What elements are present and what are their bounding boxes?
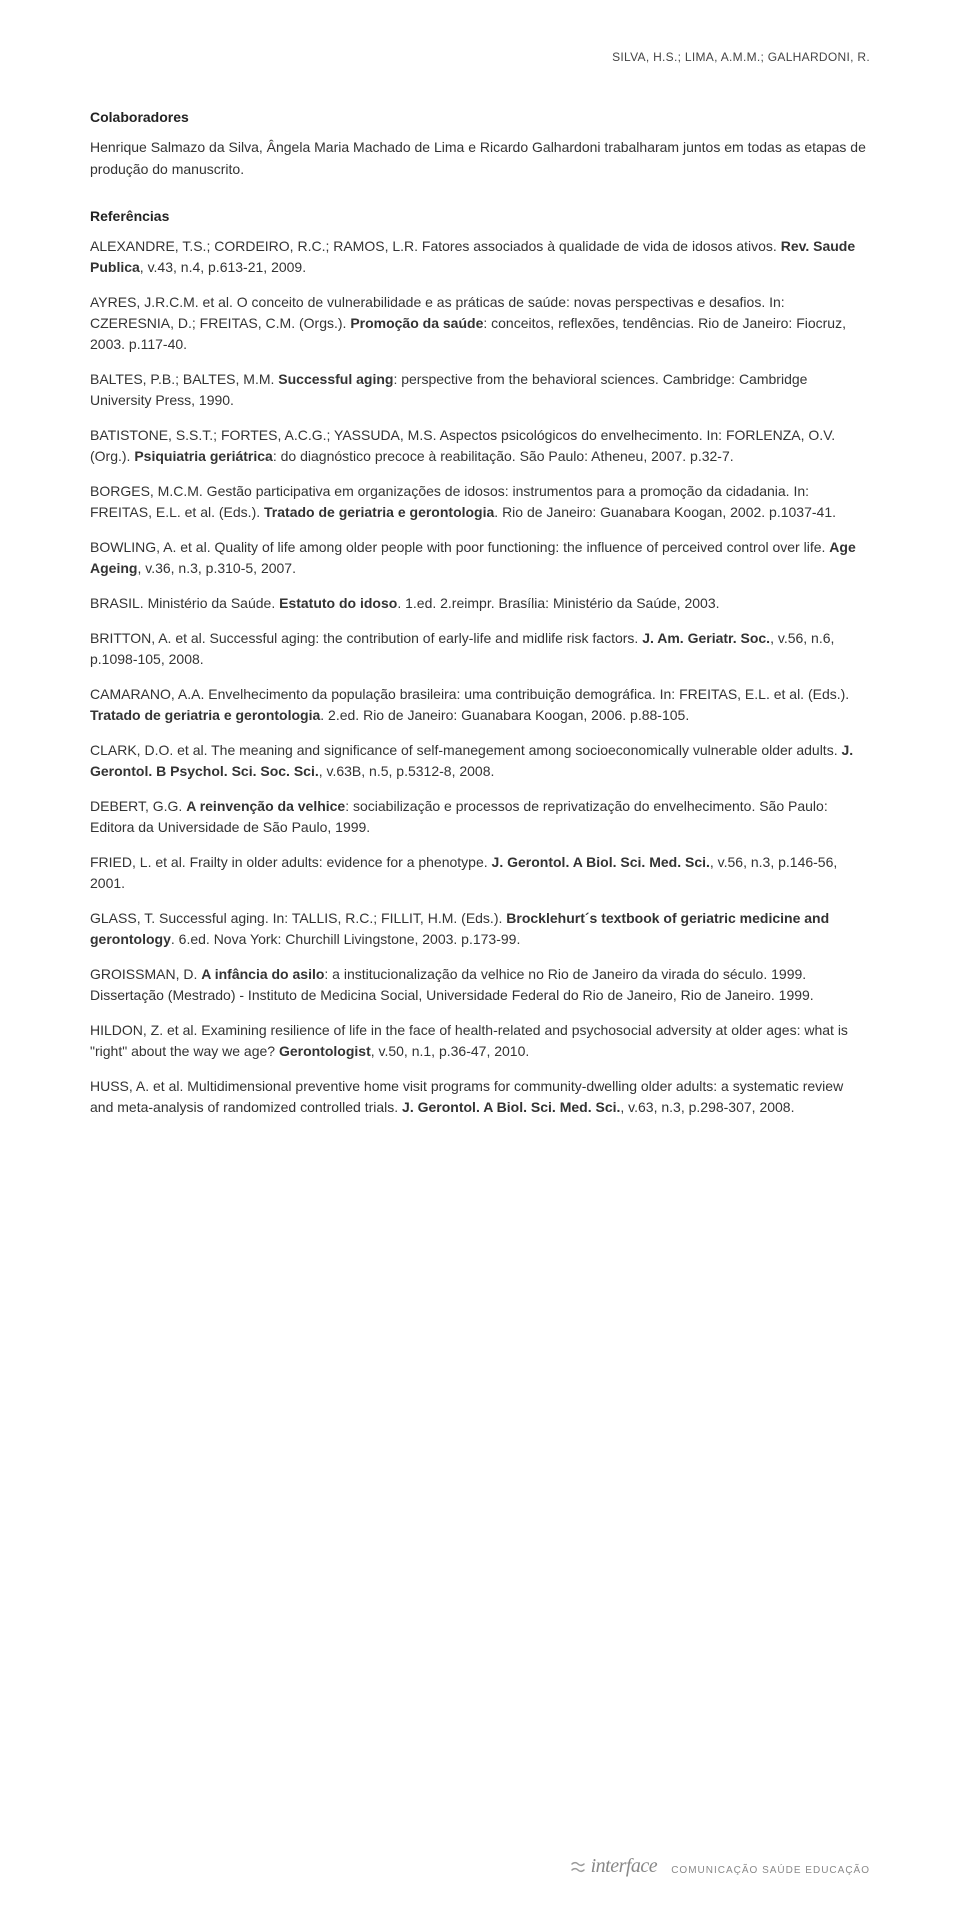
running-header: SILVA, H.S.; LIMA, A.M.M.; GALHARDONI, R… [90,50,870,64]
reference-item: GLASS, T. Successful aging. In: TALLIS, … [90,908,870,950]
reference-pre: BRASIL. Ministério da Saúde. [90,595,279,611]
footer-tagline: COMUNICAÇÃO SAÚDE EDUCAÇÃO [671,1865,870,1876]
reference-title: A reinvenção da velhice [186,798,345,814]
page-footer: interface COMUNICAÇÃO SAÚDE EDUCAÇÃO [569,1855,870,1878]
reference-pre: FRIED, L. et al. Frailty in older adults… [90,854,492,870]
reference-post: , v.63B, n.5, p.5312-8, 2008. [319,763,495,779]
reference-pre: GROISSMAN, D. [90,966,201,982]
reference-title: J. Gerontol. A Biol. Sci. Med. Sci. [402,1099,620,1115]
reference-pre: DEBERT, G.G. [90,798,186,814]
reference-post: : do diagnóstico precoce à reabilitação.… [273,448,734,464]
reference-title: Gerontologist [279,1043,371,1059]
reference-item: HILDON, Z. et al. Examining resilience o… [90,1020,870,1062]
reference-pre: CLARK, D.O. et al. The meaning and signi… [90,742,841,758]
references-heading: Referências [90,208,870,224]
reference-pre: BALTES, P.B.; BALTES, M.M. [90,371,278,387]
reference-pre: BOWLING, A. et al. Quality of life among… [90,539,829,555]
reference-item: AYRES, J.R.C.M. et al. O conceito de vul… [90,292,870,355]
reference-pre: CAMARANO, A.A. Envelhecimento da populaç… [90,686,849,702]
reference-item: BATISTONE, S.S.T.; FORTES, A.C.G.; YASSU… [90,425,870,467]
reference-item: CAMARANO, A.A. Envelhecimento da populaç… [90,684,870,726]
reference-title: Estatuto do idoso [279,595,397,611]
footer-brand-text: interface [591,1855,658,1878]
reference-post: , v.50, n.1, p.36-47, 2010. [371,1043,530,1059]
reference-item: HUSS, A. et al. Multidimensional prevent… [90,1076,870,1118]
collaborators-heading: Colaboradores [90,109,870,125]
interface-logo-icon [569,1858,587,1876]
reference-title: Successful aging [278,371,393,387]
reference-post: . 1.ed. 2.reimpr. Brasília: Ministério d… [397,595,719,611]
reference-pre: GLASS, T. Successful aging. In: TALLIS, … [90,910,506,926]
reference-post: . Rio de Janeiro: Guanabara Koogan, 2002… [494,504,836,520]
collaborators-text: Henrique Salmazo da Silva, Ângela Maria … [90,137,870,180]
reference-post: , v.43, n.4, p.613-21, 2009. [140,259,306,275]
reference-pre: BRITTON, A. et al. Successful aging: the… [90,630,642,646]
reference-item: BRASIL. Ministério da Saúde. Estatuto do… [90,593,870,614]
reference-item: GROISSMAN, D. A infância do asilo: a ins… [90,964,870,1006]
reference-title: A infância do asilo [201,966,324,982]
reference-item: BOWLING, A. et al. Quality of life among… [90,537,870,579]
reference-title: Tratado de geriatria e gerontologia [264,504,494,520]
reference-item: BALTES, P.B.; BALTES, M.M. Successful ag… [90,369,870,411]
reference-pre: ALEXANDRE, T.S.; CORDEIRO, R.C.; RAMOS, … [90,238,781,254]
reference-item: ALEXANDRE, T.S.; CORDEIRO, R.C.; RAMOS, … [90,236,870,278]
reference-title: Promoção da saúde [350,315,483,331]
reference-post: . 6.ed. Nova York: Churchill Livingstone… [171,931,520,947]
reference-post: , v.36, n.3, p.310-5, 2007. [137,560,296,576]
reference-title: Psiquiatria geriátrica [134,448,273,464]
reference-title: J. Gerontol. A Biol. Sci. Med. Sci. [492,854,710,870]
reference-title: Tratado de geriatria e gerontologia [90,707,320,723]
reference-item: FRIED, L. et al. Frailty in older adults… [90,852,870,894]
reference-post: . 2.ed. Rio de Janeiro: Guanabara Koogan… [320,707,689,723]
references-list: ALEXANDRE, T.S.; CORDEIRO, R.C.; RAMOS, … [90,236,870,1118]
reference-post: , v.63, n.3, p.298-307, 2008. [620,1099,794,1115]
reference-item: BRITTON, A. et al. Successful aging: the… [90,628,870,670]
footer-logo: interface [569,1855,658,1878]
reference-item: CLARK, D.O. et al. The meaning and signi… [90,740,870,782]
reference-title: J. Am. Geriatr. Soc. [642,630,770,646]
reference-item: DEBERT, G.G. A reinvenção da velhice: so… [90,796,870,838]
reference-item: BORGES, M.C.M. Gestão participativa em o… [90,481,870,523]
